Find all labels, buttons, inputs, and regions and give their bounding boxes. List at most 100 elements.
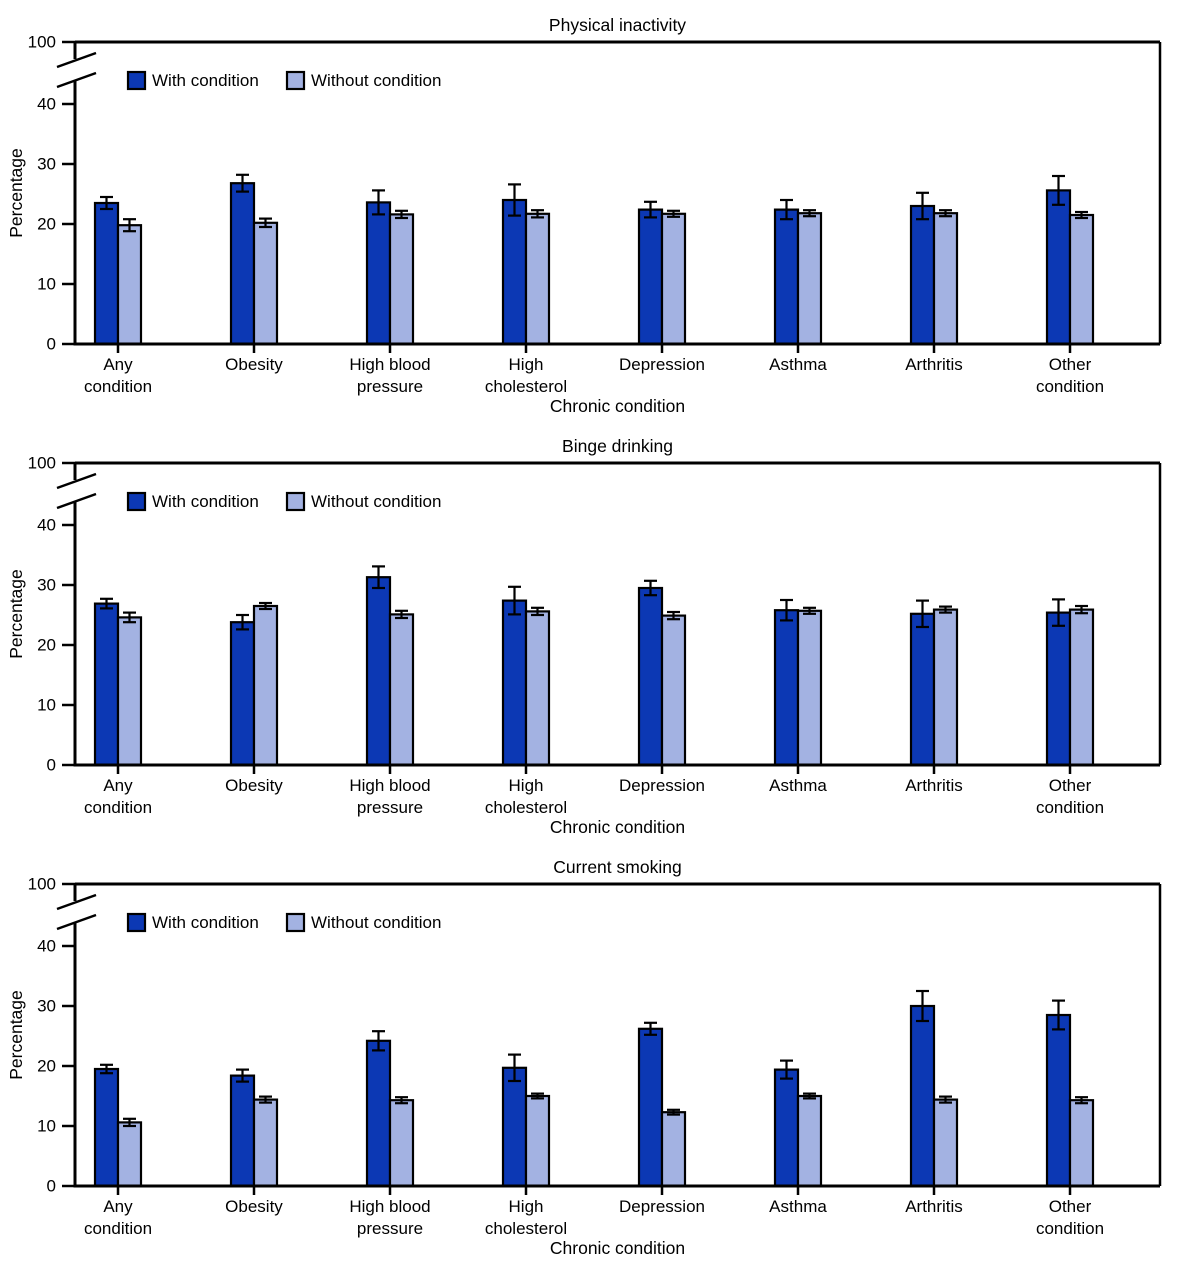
legend-label: With condition [152,71,259,90]
panel-title: Physical inactivity [549,15,686,35]
bar-without-condition [252,221,279,346]
category-label: pressure [357,1219,423,1238]
error-bar [372,565,385,590]
error-bar [531,209,544,219]
error-bar [803,606,816,615]
error-bar [939,1095,952,1104]
category-label: cholesterol [485,1219,567,1238]
error-bar [395,609,408,620]
category-label: Obesity [225,1197,283,1216]
bar-with-condition [229,1074,256,1188]
bar-with-condition [637,208,664,346]
y-tick-label: 40 [37,95,56,114]
error-bar [123,1117,136,1128]
error-bar [259,1095,272,1104]
bar-with-condition [365,1039,392,1188]
error-bar [1052,174,1065,206]
x-axis-title: Chronic condition [550,396,685,416]
error-bar [916,191,929,221]
legend: With condition Without condition [126,912,441,933]
legend-label: Without condition [311,492,441,511]
error-bar [939,605,952,614]
error-bar [100,195,113,211]
category-label: condition [84,798,152,817]
bar-with-condition [773,609,800,767]
bar-with-condition [501,1066,528,1188]
bar-with-condition [637,586,664,767]
bar-with-condition [501,599,528,767]
bar-without-condition [524,1094,551,1188]
bar-without-condition [1068,608,1095,767]
axis-break-slash [56,71,97,89]
error-bar [780,198,793,221]
error-bar [531,606,544,617]
error-bar [236,173,249,193]
y-tick-label: 20 [37,1057,56,1076]
x-axis-title: Chronic condition [550,1238,685,1258]
y-tick-label: 100 [28,33,56,52]
error-bar [236,1068,249,1083]
bar-without-condition [524,212,551,346]
category-label: condition [84,1219,152,1238]
category-label: Other [1049,1197,1092,1216]
bar-without-condition [660,1111,687,1188]
category-label: Other [1049,776,1092,795]
y-tick-label: 10 [37,1117,56,1136]
error-bar [803,209,816,218]
error-bar [644,1021,657,1036]
bar-without-condition [660,614,687,767]
error-bar [667,209,680,218]
bar-without-condition [252,1098,279,1188]
error-bar [1075,210,1088,220]
error-bar [259,217,272,229]
bar-with-condition [1045,611,1072,767]
x-axis-title: Chronic condition [550,817,685,837]
bar-with-condition [909,1004,936,1188]
y-tick-label: 0 [47,1177,56,1196]
bar-without-condition [932,212,959,346]
bar-with-condition [229,182,256,346]
legend-swatch-with-condition [126,491,147,512]
bar-with-condition [1045,189,1072,346]
axis-break-slash [56,472,97,490]
category-label: cholesterol [485,798,567,817]
category-label: Depression [619,355,705,374]
error-bar [100,1063,113,1075]
error-bar [667,610,680,621]
error-bar [780,1059,793,1080]
panel-title: Current smoking [553,857,681,877]
legend: With condition Without condition [126,491,441,512]
bar-with-condition [637,1027,664,1188]
error-bar [780,598,793,622]
category-label: condition [1036,377,1104,396]
category-label: High blood [349,1197,430,1216]
y-tick-label: 10 [37,696,56,715]
y-tick-label: 10 [37,275,56,294]
y-tick-label: 40 [37,516,56,535]
bar-without-condition [116,616,143,767]
panel-binge-drinking: Any condition Obesity High blood pressure Hig… [6,436,1162,837]
error-bar [100,597,113,610]
axis-break-slash [56,893,97,911]
bar-without-condition [932,608,959,767]
legend: With condition Without condition [126,70,441,91]
bar-without-condition [796,212,823,346]
legend-label: With condition [152,492,259,511]
bar-without-condition [796,1094,823,1188]
error-bar [372,189,385,216]
category-label: Arthritis [905,355,963,374]
bar-with-condition [501,198,528,346]
y-tick-label: 100 [28,875,56,894]
bar-without-condition [388,1099,415,1188]
legend-label: Without condition [311,71,441,90]
bar-with-condition [365,576,392,767]
bar-without-condition [524,610,551,767]
category-label: Asthma [769,355,827,374]
category-label: Any [103,1197,133,1216]
bar-without-condition [932,1098,959,1188]
category-label: Arthritis [905,776,963,795]
panel-title: Binge drinking [562,436,673,456]
y-axis-title: Percentage [6,990,26,1080]
y-tick-label: 20 [37,636,56,655]
